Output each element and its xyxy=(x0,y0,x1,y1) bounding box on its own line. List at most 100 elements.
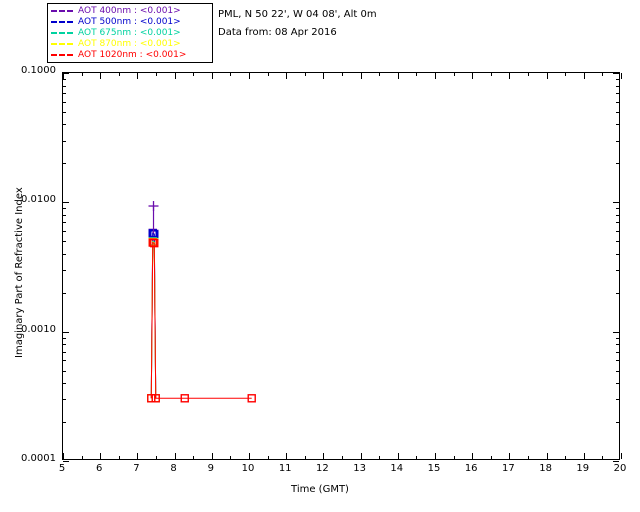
x-tick-major-top xyxy=(472,73,474,79)
y-tick-minor xyxy=(63,208,66,210)
y-tick-minor-right xyxy=(616,163,619,165)
x-tick-minor xyxy=(267,456,269,459)
y-tick-minor xyxy=(63,253,66,255)
y-tick-minor-right xyxy=(616,101,619,103)
x-tick-minor xyxy=(453,456,455,459)
y-tick-minor xyxy=(63,399,66,401)
legend-item-870nm: AOT 870nm : <0.001> xyxy=(51,39,209,50)
y-tick-major-right xyxy=(613,73,619,74)
x-tick-label: 13 xyxy=(353,463,366,474)
y-tick-minor xyxy=(63,422,66,424)
x-tick-major-top xyxy=(583,73,585,79)
x-tick-minor-top xyxy=(565,73,567,76)
legend-swatch-400nm xyxy=(51,9,73,12)
y-tick-minor-right xyxy=(616,208,619,210)
x-tick-minor-top xyxy=(118,73,120,76)
legend-label-870nm: AOT 870nm : <0.001> xyxy=(78,39,181,49)
x-tick-major-top xyxy=(323,73,325,79)
y-axis-title: Imaginary Part of Refractive Index xyxy=(14,187,25,358)
y-tick-minor xyxy=(63,383,66,385)
x-tick-major xyxy=(174,453,176,459)
x-tick-major xyxy=(249,453,250,459)
y-tick-minor xyxy=(63,337,66,339)
x-tick-major xyxy=(397,453,399,459)
x-tick-minor xyxy=(193,456,195,459)
x-tick-minor-top xyxy=(230,73,232,76)
y-tick-minor-right xyxy=(616,337,619,339)
y-tick-minor xyxy=(63,163,66,165)
y-tick-minor-right xyxy=(616,231,619,233)
y-tick-minor xyxy=(63,344,66,346)
x-tick-major-top xyxy=(360,73,362,79)
x-tick-minor-top xyxy=(453,73,455,76)
x-tick-minor-top xyxy=(267,73,269,76)
y-tick-label: 0.0001 xyxy=(21,453,56,464)
x-tick-major-top xyxy=(249,73,250,79)
x-tick-minor xyxy=(81,456,83,459)
x-tick-major-top xyxy=(137,73,139,79)
x-tick-major xyxy=(63,453,64,459)
y-tick-major xyxy=(63,461,69,462)
x-tick-label: 7 xyxy=(133,463,140,474)
y-tick-major xyxy=(63,73,69,74)
plot-frame xyxy=(62,72,622,462)
x-tick-major xyxy=(509,453,511,459)
legend-box: AOT 400nm : <0.001> AOT 500nm : <0.001> … xyxy=(47,3,213,63)
y-tick-minor xyxy=(63,360,66,362)
y-tick-label: 0.0010 xyxy=(21,323,56,335)
y-tick-minor-right xyxy=(616,360,619,362)
x-tick-label: 16 xyxy=(464,463,478,474)
x-tick-minor xyxy=(230,456,232,459)
y-tick-minor xyxy=(63,93,66,95)
x-tick-major-top xyxy=(509,73,511,79)
y-tick-minor-right xyxy=(616,78,619,80)
x-axis-title: Time (GMT) xyxy=(291,484,349,495)
y-tick-minor xyxy=(63,370,66,372)
x-tick-label: 5 xyxy=(58,463,66,474)
x-tick-minor xyxy=(342,456,343,459)
y-tick-minor xyxy=(63,241,66,243)
x-tick-minor xyxy=(528,456,529,459)
legend-label-400nm: AOT 400nm : <0.001> xyxy=(78,6,181,16)
x-tick-major-top xyxy=(63,73,64,79)
x-tick-label: 10 xyxy=(241,463,255,474)
y-tick-minor-right xyxy=(616,422,619,424)
y-tick-minor-right xyxy=(616,111,619,113)
legend-item-400nm: AOT 400nm : <0.001> xyxy=(51,6,209,17)
y-tick-major xyxy=(63,331,69,333)
legend-swatch-675nm xyxy=(51,31,73,34)
x-tick-label: 11 xyxy=(278,463,292,474)
y-tick-minor-right xyxy=(616,85,619,87)
y-tick-minor xyxy=(63,269,66,271)
date-subtitle: Data from: 08 Apr 2016 xyxy=(218,27,337,38)
y-tick-minor xyxy=(63,292,66,294)
x-tick-label: 15 xyxy=(427,463,441,474)
y-tick-minor-right xyxy=(616,222,619,224)
y-tick-minor-right xyxy=(616,241,619,243)
y-tick-minor xyxy=(63,124,66,126)
y-tick-minor-right xyxy=(616,93,619,95)
y-tick-minor-right xyxy=(616,214,619,216)
y-tick-minor xyxy=(63,351,66,353)
x-tick-major xyxy=(472,453,474,459)
legend-label-1020nm: AOT 1020nm : <0.001> xyxy=(78,50,187,60)
x-tick-label: 6 xyxy=(96,463,103,474)
y-tick-minor-right xyxy=(616,351,619,353)
x-tick-label: 12 xyxy=(316,463,329,474)
x-tick-label: 9 xyxy=(207,463,214,474)
y-tick-minor xyxy=(63,140,66,142)
x-tick-major-top xyxy=(546,73,548,79)
legend-item-675nm: AOT 675nm : <0.001> xyxy=(51,28,209,39)
y-tick-minor xyxy=(63,222,66,224)
x-tick-minor xyxy=(156,456,157,459)
x-tick-major xyxy=(286,453,288,459)
x-tick-minor-top xyxy=(528,73,529,76)
x-tick-major-top xyxy=(286,73,288,79)
y-tick-minor-right xyxy=(616,253,619,255)
x-tick-minor xyxy=(379,456,381,459)
y-tick-minor xyxy=(63,78,66,80)
x-tick-major xyxy=(621,453,622,459)
y-tick-minor xyxy=(63,101,66,103)
x-tick-major-top xyxy=(397,73,399,79)
x-tick-label: 19 xyxy=(576,463,590,474)
